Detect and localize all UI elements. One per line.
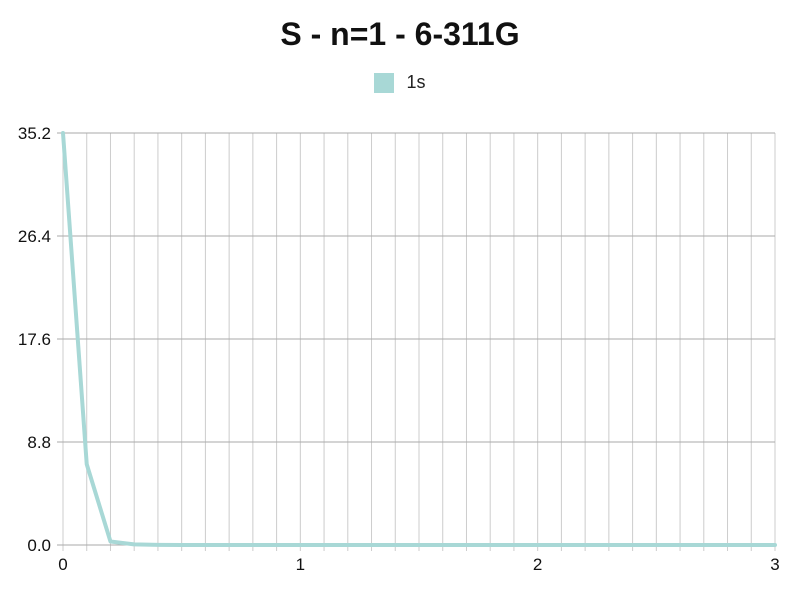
- series-line-1s: [61, 131, 777, 547]
- x-tick-label: 1: [296, 555, 305, 574]
- x-axis-tick-labels: 0 1 2 3: [58, 555, 779, 574]
- x-tick-label: 0: [58, 555, 67, 574]
- x-tick-label: 3: [770, 555, 779, 574]
- x-tick-label: 2: [533, 555, 542, 574]
- series-layer: [61, 131, 777, 547]
- y-axis-tick-labels: 0.0 8.8 17.6 26.4 35.2: [18, 124, 51, 555]
- grid: [57, 132, 776, 551]
- y-tick-label: 0.0: [27, 536, 51, 555]
- legend-label: 1s: [406, 72, 426, 92]
- legend-swatch: [374, 72, 395, 93]
- legend: 1s: [0, 72, 800, 93]
- chart-title: S - n=1 - 6-311G: [280, 16, 520, 52]
- y-tick-label: 17.6: [18, 330, 51, 349]
- y-tick-label: 35.2: [18, 124, 51, 143]
- y-tick-label: 26.4: [18, 227, 51, 246]
- y-tick-label: 8.8: [27, 433, 51, 452]
